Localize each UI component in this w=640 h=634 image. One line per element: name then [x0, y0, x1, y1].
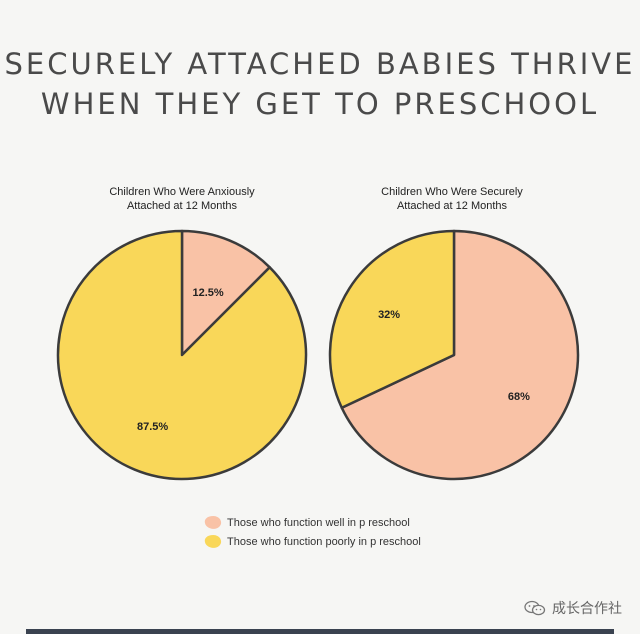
page-title-line-1: SECURELY ATTACHED BABIES THRIVE: [4, 47, 636, 81]
legend-label-well: Those who function well in p reschool: [227, 516, 410, 529]
wechat-icon: [524, 600, 546, 616]
left-chart-title-line-2: Attached at 12 Months: [126, 200, 238, 212]
left-chart-title: Children Who Were Anxiously Attached at …: [52, 185, 312, 213]
legend-label-poorly: Those who function poorly in p reschool: [227, 535, 421, 548]
pie-1-slice-poorly: [328, 229, 456, 410]
pie-1-label-poorly: 32%: [378, 309, 400, 321]
pie-chart-anxious: 12.5% 87.5%: [56, 229, 308, 481]
legend: Those who function well in p reschool Th…: [203, 513, 421, 551]
page-title: SECURELY ATTACHED BABIES THRIVE WHEN THE…: [0, 44, 640, 124]
legend-swatch-poorly: [203, 533, 223, 550]
legend-swatch-well: [203, 514, 223, 531]
legend-item-well: Those who function well in p reschool: [203, 513, 421, 532]
pie-1-label-well: 68%: [508, 391, 530, 403]
pie-0-slice-well: [180, 229, 271, 357]
footer-bar: [26, 629, 614, 634]
right-chart-title: Children Who Were Securely Attached at 1…: [322, 185, 582, 213]
page-title-line-2: WHEN THEY GET TO PRESCHOOL: [40, 87, 600, 121]
legend-item-poorly: Those who function poorly in p reschool: [203, 532, 421, 551]
right-chart-title-line-1: Children Who Were Securely: [381, 186, 523, 198]
pie-0-slice-poorly: [56, 229, 308, 481]
watermark: 成长合作社: [524, 598, 622, 618]
watermark-text: 成长合作社: [552, 600, 622, 616]
pie-0-label-well: 12.5%: [192, 287, 223, 299]
pie-0-label-poorly: 87.5%: [137, 421, 168, 433]
pie-chart-secure: 68% 32%: [328, 229, 580, 481]
left-chart-title-line-1: Children Who Were Anxiously: [109, 186, 255, 198]
pie-1-slice-well: [340, 229, 580, 481]
right-chart-title-line-2: Attached at 12 Months: [396, 200, 508, 212]
